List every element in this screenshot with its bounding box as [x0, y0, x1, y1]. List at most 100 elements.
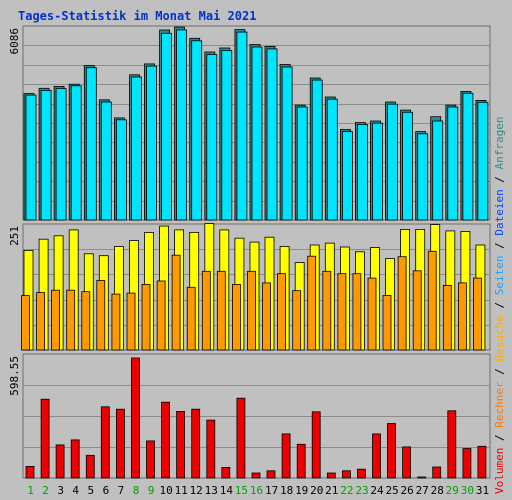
- bar-volumen-15: [236, 397, 246, 479]
- x-tick-label: 28: [431, 484, 444, 497]
- x-tick-label: 31: [476, 484, 489, 497]
- bar-besuche-28: [427, 250, 437, 351]
- bar-volumen-25: [387, 423, 396, 479]
- bar-besuche-12: [186, 286, 196, 351]
- bar-besuche-5: [81, 291, 91, 351]
- bar-volumen-3: [55, 444, 65, 479]
- bar-volumen-8: [131, 357, 140, 479]
- bar-dateien-12: [191, 40, 203, 221]
- x-tick-label: 21: [325, 484, 338, 497]
- x-tick-label: 23: [355, 484, 368, 497]
- x-tick-label: 13: [205, 484, 218, 497]
- x-tick-label: 7: [118, 484, 125, 497]
- x-tick-label: 5: [87, 484, 94, 497]
- bar-dateien-25: [387, 103, 398, 221]
- bar-volumen-29: [447, 410, 457, 479]
- bar-besuche-10: [156, 280, 166, 351]
- bar-volumen-27: [417, 476, 427, 479]
- legend-separator: /: [493, 428, 506, 448]
- y-max-label: 6086: [8, 28, 21, 55]
- bar-volumen-16: [251, 472, 261, 479]
- bar-volumen-19: [296, 443, 306, 479]
- bar-volumen-2: [40, 398, 50, 479]
- x-tick-label: 19: [295, 484, 308, 497]
- bar-dateien-10: [161, 32, 173, 221]
- bar-besuche-19: [292, 290, 302, 351]
- bar-besuche-21: [322, 270, 332, 351]
- bar-volumen-24: [372, 433, 381, 479]
- x-tick-label: 1: [27, 484, 34, 497]
- bar-dateien-28: [432, 120, 444, 221]
- x-tick-label: 9: [148, 484, 155, 497]
- bar-volumen-26: [402, 446, 412, 479]
- legend-separator: /: [493, 295, 506, 315]
- bar-besuche-22: [337, 273, 347, 351]
- bar-dateien-31: [477, 101, 489, 221]
- bar-volumen-11: [176, 410, 186, 479]
- bar-volumen-12: [191, 408, 201, 479]
- x-tick-label: 25: [385, 484, 398, 497]
- legend-item: Volumen: [493, 448, 506, 494]
- bar-besuche-24: [367, 277, 377, 351]
- bar-dateien-5: [85, 67, 97, 221]
- bar-besuche-20: [307, 255, 317, 351]
- bar-dateien-14: [221, 50, 233, 221]
- bar-dateien-24: [372, 122, 383, 221]
- legend-item: Anfragen: [493, 116, 506, 169]
- x-tick-label: 20: [310, 484, 323, 497]
- bar-dateien-18: [281, 66, 293, 221]
- x-tick-label: 17: [265, 484, 278, 497]
- x-tick-label: 29: [446, 484, 459, 497]
- bar-dateien-16: [251, 46, 263, 221]
- bar-besuche-18: [277, 273, 287, 351]
- legend-separator: /: [493, 236, 506, 256]
- bar-besuche-13: [201, 270, 211, 351]
- bar-dateien-23: [356, 124, 368, 221]
- x-tick-label: 22: [340, 484, 353, 497]
- bar-besuche-11: [171, 254, 181, 351]
- bar-volumen-17: [266, 470, 276, 479]
- x-tick-label: 6: [103, 484, 110, 497]
- bar-besuche-16: [247, 270, 256, 351]
- x-tick-label: 24: [370, 484, 384, 497]
- x-tick-label: 12: [190, 484, 203, 497]
- bar-dateien-9: [146, 65, 157, 221]
- bar-dateien-15: [236, 31, 248, 221]
- bar-dateien-6: [100, 101, 112, 221]
- bar-volumen-5: [85, 454, 95, 479]
- bar-dateien-30: [462, 92, 474, 221]
- bar-besuche-27: [412, 270, 422, 351]
- bar-volumen-23: [356, 468, 366, 479]
- bar-dateien-19: [296, 106, 308, 221]
- bar-dateien-20: [311, 79, 323, 221]
- bar-volumen-13: [206, 419, 216, 479]
- bar-volumen-22: [341, 470, 351, 479]
- bar-dateien-27: [417, 133, 429, 221]
- x-tick-label: 8: [133, 484, 140, 497]
- x-tick-label: 15: [235, 484, 248, 497]
- bar-dateien-17: [266, 48, 278, 221]
- bar-volumen-7: [116, 408, 125, 479]
- bar-besuche-8: [126, 292, 136, 351]
- bar-besuche-14: [216, 270, 226, 351]
- bar-besuche-2: [36, 292, 45, 351]
- bar-besuche-17: [262, 282, 271, 351]
- bar-volumen-28: [432, 466, 442, 479]
- x-tick-label: 18: [280, 484, 293, 497]
- bar-besuche-6: [96, 280, 106, 351]
- legend-separator: /: [493, 169, 506, 189]
- bar-besuche-29: [442, 284, 452, 351]
- x-tick-label: 3: [57, 484, 64, 497]
- bar-dateien-13: [206, 54, 218, 221]
- bar-dateien-22: [341, 131, 353, 221]
- bar-dateien-8: [131, 76, 142, 221]
- bar-besuche-31: [472, 277, 482, 351]
- bar-besuche-15: [231, 283, 241, 351]
- bar-volumen-4: [70, 439, 80, 479]
- bar-besuche-4: [66, 289, 76, 351]
- bar-dateien-1: [25, 94, 37, 221]
- x-tick-label: 14: [220, 484, 234, 497]
- bar-dateien-7: [116, 119, 127, 221]
- legend: Volumen / Rechner / Besuche / Seiten / D…: [493, 116, 506, 494]
- x-tick-label: 2: [42, 484, 49, 497]
